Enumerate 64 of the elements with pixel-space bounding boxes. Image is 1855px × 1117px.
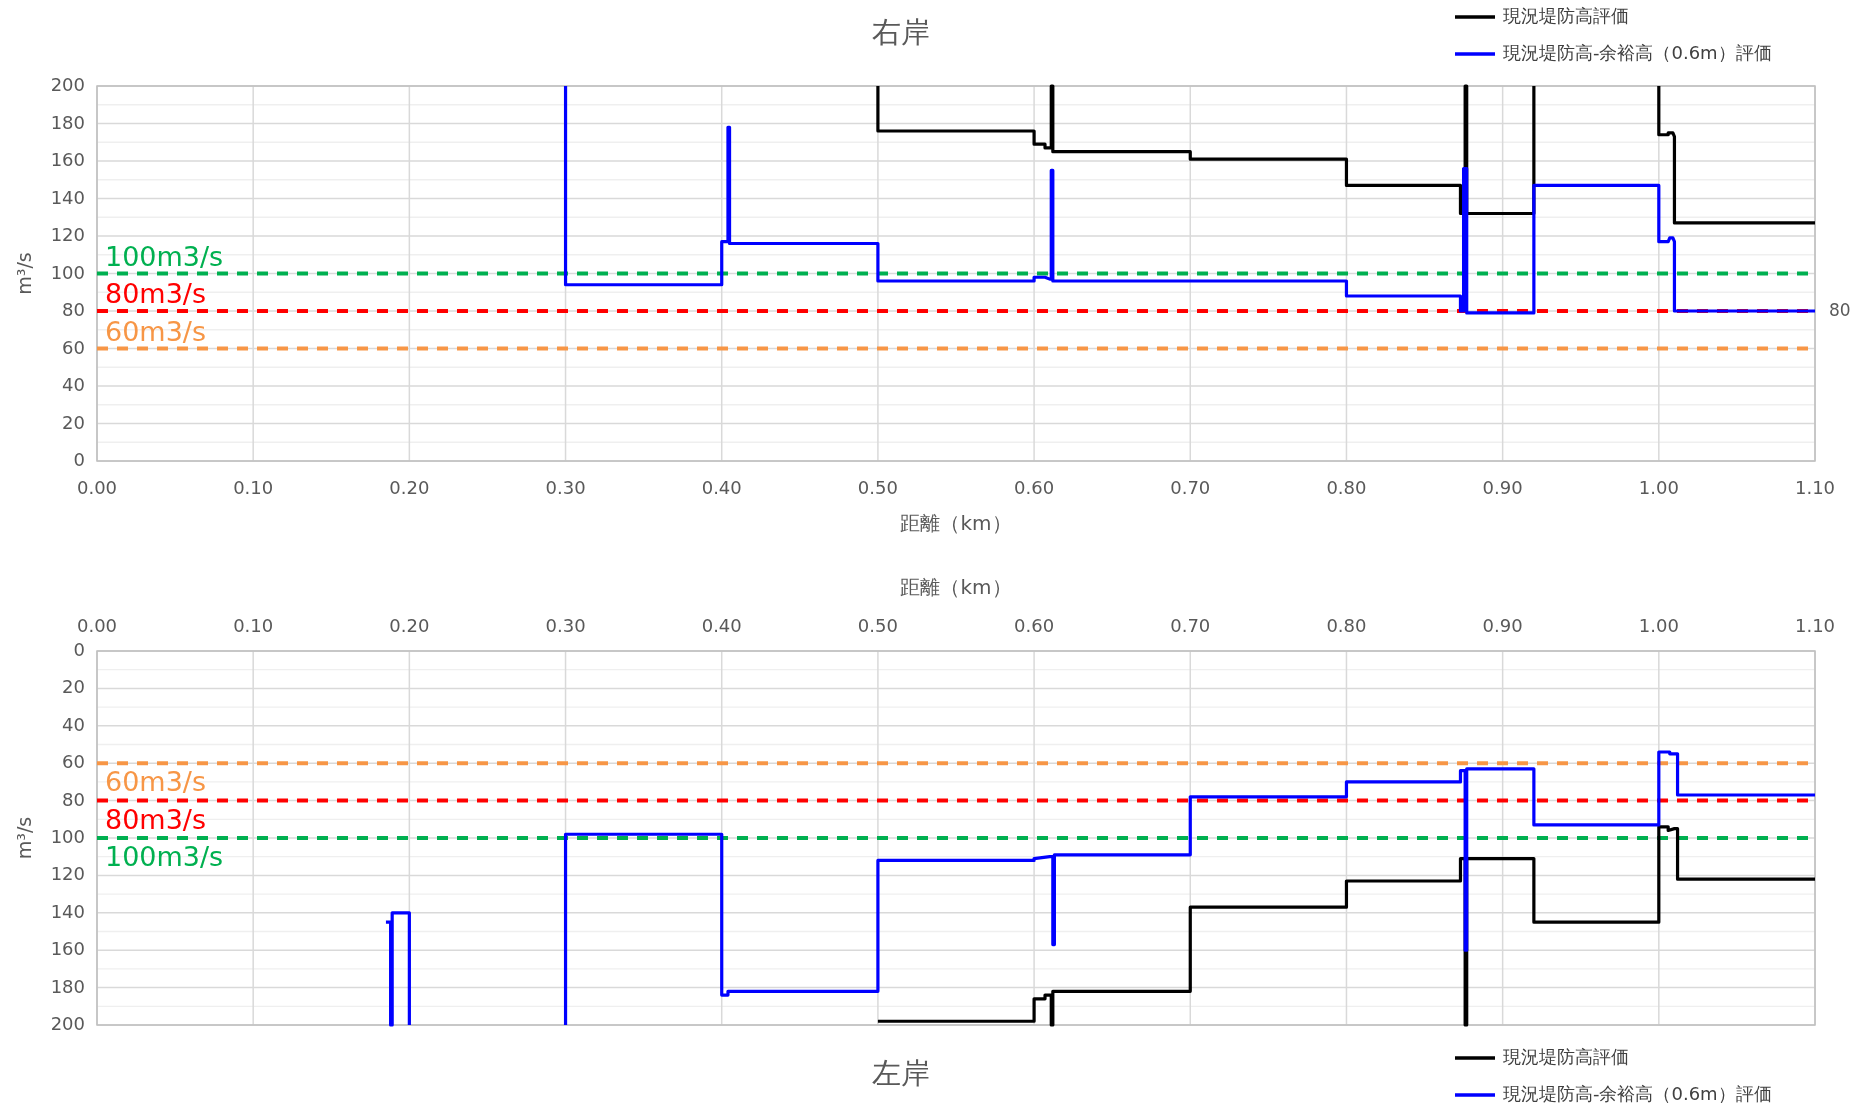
x-tick-label: 1.00 — [1638, 477, 1679, 498]
y-tick-label: 40 — [62, 713, 85, 735]
x-tick-label: 0.90 — [1482, 615, 1523, 636]
y-tick-label: 60 — [62, 336, 85, 358]
x-tick-label: 0.40 — [701, 615, 742, 636]
x-tick-label: 0.00 — [76, 615, 118, 636]
line-series — [563, 84, 1817, 315]
annotation: 80 — [1829, 300, 1851, 320]
ref-line-label: 80m3/s — [105, 278, 206, 309]
legend-label: 現況堤防高-余裕高（0.6m）評価 — [1503, 1083, 1772, 1104]
x-tick-label: 0.30 — [545, 615, 586, 636]
x-tick-label: 0.90 — [1482, 477, 1523, 498]
y-tick-label: 120 — [50, 224, 85, 245]
y-tick-label: 160 — [50, 938, 85, 960]
x-tick-label: 0.50 — [857, 615, 898, 636]
x-axis-title: 距離（km） — [900, 574, 1012, 599]
x-tick-label: 0.20 — [389, 615, 430, 636]
x-tick-label: 0.80 — [1326, 477, 1367, 498]
x-tick-label: 0.70 — [1170, 615, 1211, 636]
x-tick-label: 0.10 — [233, 615, 274, 636]
x-tick-label: 0.20 — [389, 477, 430, 498]
legend-label: 現況堤防高-余裕高（0.6m）評価 — [1503, 42, 1772, 63]
x-tick-label: 1.00 — [1638, 615, 1679, 636]
x-tick-label: 0.60 — [1014, 615, 1055, 636]
x-tick-label: 0.60 — [1014, 477, 1055, 498]
y-tick-label: 0 — [73, 449, 85, 470]
y-tick-label: 160 — [50, 149, 85, 170]
x-tick-label: 0.00 — [76, 477, 118, 498]
x-tick-label: 1.10 — [1794, 477, 1836, 498]
y-tick-label: 40 — [62, 374, 85, 395]
text: 左岸 — [872, 1056, 930, 1090]
ref-line-label: 100m3/s — [105, 240, 224, 272]
y-tick-label: 20 — [62, 676, 85, 698]
y-tick-label: 60 — [62, 751, 85, 773]
chart-title: 右岸 — [872, 15, 930, 49]
y-tick-label: 100 — [50, 261, 85, 283]
y-tick-label: 0 — [73, 639, 85, 660]
y-tick-label: 80 — [62, 299, 85, 320]
x-axis-title: 距離（km） — [900, 510, 1012, 535]
y-tick-label: 140 — [50, 900, 85, 922]
y-tick-label: 120 — [50, 863, 85, 885]
x-tick-label: 1.10 — [1794, 615, 1836, 636]
y-axis-title: m³/s — [12, 252, 35, 295]
y-tick-label: 200 — [50, 1013, 85, 1034]
legend-label: 現況堤防高評価 — [1503, 5, 1629, 26]
y-tick-label: 100 — [50, 826, 85, 847]
y-tick-label: 140 — [50, 186, 85, 208]
y-tick-label: 180 — [50, 975, 85, 997]
x-tick-label: 0.50 — [857, 477, 898, 498]
y-tick-label: 200 — [50, 74, 85, 95]
y-tick-label: 80 — [62, 788, 85, 810]
ref-line-label: 60m3/s — [105, 315, 206, 347]
x-tick-label: 0.70 — [1170, 477, 1211, 498]
y-tick-label: 20 — [62, 411, 85, 433]
y-axis-title: m³/s — [12, 816, 35, 860]
x-tick-label: 0.30 — [545, 477, 586, 498]
x-tick-label: 0.40 — [701, 477, 742, 498]
ref-line-label: 100m3/s — [105, 841, 224, 872]
ref-line-label: 60m3/s — [105, 766, 206, 798]
ref-line-label: 80m3/s — [105, 803, 206, 835]
x-tick-label: 0.80 — [1326, 615, 1367, 636]
y-tick-label: 180 — [50, 111, 85, 133]
x-tick-label: 0.10 — [233, 477, 274, 498]
legend-label: 現況堤防高評価 — [1503, 1046, 1629, 1067]
